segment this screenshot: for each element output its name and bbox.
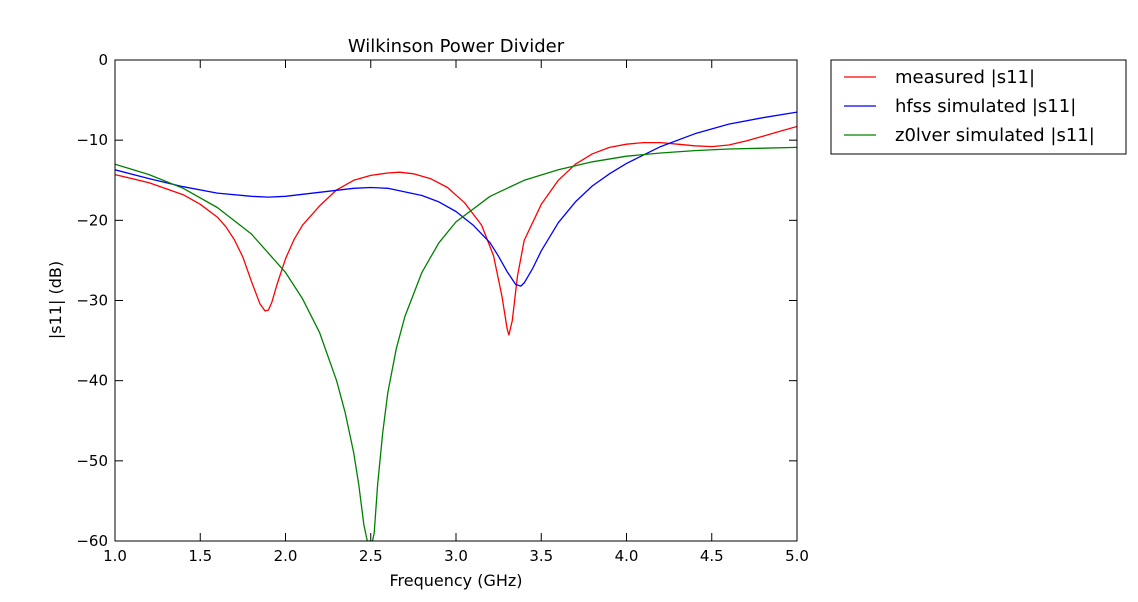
legend-label: measured |s11| (895, 67, 1035, 88)
x-tick-label: 3.5 (529, 547, 553, 565)
legend-label: z0lver simulated |s11| (895, 125, 1095, 146)
y-axis: 0 −10 −20 −30 −40 −50 −60 (76, 51, 797, 550)
plot-series (115, 111, 797, 541)
x-tick-label: 1.5 (188, 547, 212, 565)
y-axis-label: |s11| (dB) (46, 261, 65, 339)
x-axis: 1.0 1.5 2.0 2.5 3.0 3.5 4.0 4.5 5.0 (103, 60, 809, 565)
x-tick-label: 2.5 (359, 547, 383, 565)
y-tick-label: 0 (98, 51, 108, 69)
legend-label: hfss simulated |s11| (895, 96, 1076, 117)
y-tick-label: −20 (76, 211, 108, 229)
x-tick-label: 4.5 (700, 547, 724, 565)
series-line-1 (115, 125, 797, 336)
plot-frame (114, 59, 798, 542)
legend-items: measured |s11| hfss simulated |s11| z0lver… (844, 67, 1095, 146)
legend-box (830, 59, 1127, 155)
y-tick-label: −40 (76, 372, 108, 390)
series-line-3 (115, 146, 797, 541)
y-tick-label: −10 (76, 131, 108, 149)
y-tick-label: −30 (76, 292, 108, 310)
x-tick-label: 1.0 (103, 547, 127, 565)
chart-title: Wilkinson Power Divider (348, 36, 565, 57)
legend: measured |s11| hfss simulated |s11| z0lver… (830, 59, 1127, 155)
y-tick-label: −50 (76, 452, 108, 470)
x-tick-label: 3.0 (444, 547, 468, 565)
y-tick-label: −60 (76, 532, 108, 550)
x-axis-label: Frequency (GHz) (389, 571, 522, 590)
x-tick-label: 5.0 (785, 547, 809, 565)
x-tick-label: 4.0 (615, 547, 639, 565)
x-tick-label: 2.0 (274, 547, 298, 565)
series-line-2 (115, 111, 797, 287)
